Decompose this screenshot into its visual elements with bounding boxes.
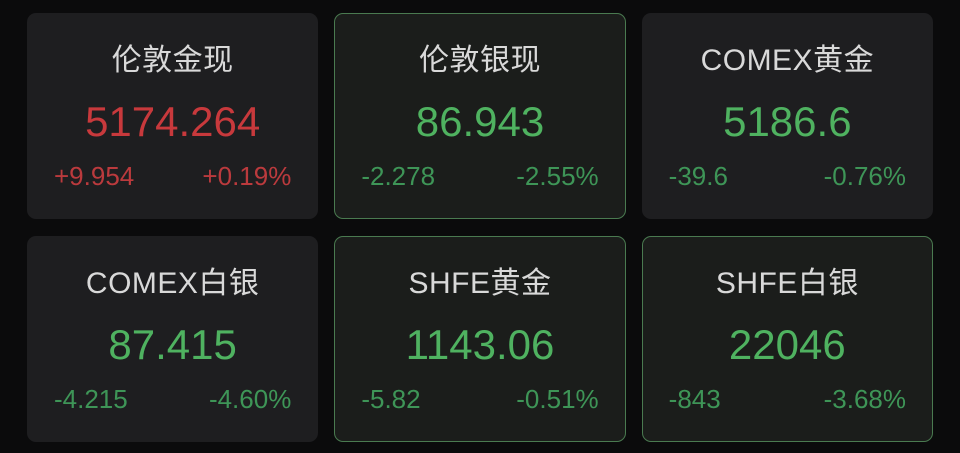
instrument-name: COMEX黄金 — [700, 44, 875, 77]
change-row: -39.6 -0.76% — [643, 163, 932, 189]
quote-card-shfe-gold[interactable]: SHFE黄金 1143.06 -5.82 -0.51% — [334, 236, 626, 442]
change-absolute: -2.278 — [361, 161, 436, 191]
change-percent: +0.19% — [202, 161, 292, 191]
quote-card-comex-silver[interactable]: COMEX白银 87.415 -4.215 -4.60% — [27, 236, 319, 442]
change-percent: -0.76% — [823, 161, 906, 191]
change-absolute: +9.954 — [54, 161, 135, 191]
change-row: -2.278 -2.55% — [335, 163, 624, 189]
instrument-name: SHFE白银 — [715, 267, 859, 300]
instrument-name: COMEX白银 — [85, 267, 260, 300]
last-price: 87.415 — [108, 321, 237, 368]
quote-card-shfe-silver[interactable]: SHFE白银 22046 -843 -3.68% — [641, 236, 933, 442]
quote-card-london-silver[interactable]: 伦敦银现 86.943 -2.278 -2.55% — [334, 13, 626, 219]
change-absolute: -39.6 — [668, 161, 728, 191]
change-row: -843 -3.68% — [643, 386, 932, 412]
change-percent: -3.68% — [823, 384, 906, 414]
change-absolute: -843 — [668, 384, 721, 414]
quote-card-comex-gold[interactable]: COMEX黄金 5186.6 -39.6 -0.76% — [641, 13, 933, 219]
last-price: 86.943 — [415, 98, 545, 145]
change-percent: -4.60% — [208, 384, 292, 414]
last-price: 5186.6 — [723, 98, 852, 145]
change-row: -4.215 -4.60% — [28, 386, 317, 412]
last-price: 5174.264 — [85, 98, 261, 145]
change-absolute: -4.215 — [54, 384, 128, 414]
last-price: 1143.06 — [405, 321, 555, 368]
change-percent: -2.55% — [516, 161, 599, 191]
change-percent: -0.51% — [516, 384, 599, 414]
instrument-name: 伦敦银现 — [418, 44, 541, 77]
change-absolute: -5.82 — [361, 384, 421, 414]
instrument-name: SHFE黄金 — [408, 267, 552, 300]
change-row: -5.82 -0.51% — [335, 386, 624, 412]
last-price: 22046 — [728, 321, 846, 368]
change-row: +9.954 +0.19% — [28, 163, 317, 189]
instrument-name: 伦敦金现 — [111, 44, 234, 77]
quote-card-london-gold[interactable]: 伦敦金现 5174.264 +9.954 +0.19% — [27, 13, 319, 219]
